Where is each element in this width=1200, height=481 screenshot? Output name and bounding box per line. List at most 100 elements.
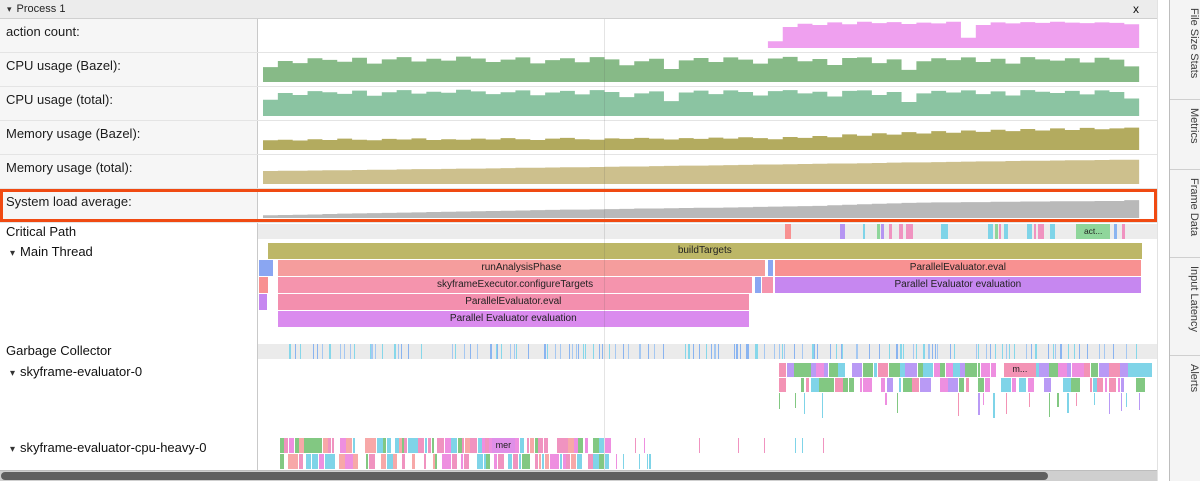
trace-event[interactable] (842, 344, 844, 359)
trace-event[interactable] (1118, 378, 1121, 392)
trace-event[interactable] (998, 224, 1002, 239)
trace-event[interactable] (294, 344, 297, 359)
trace-event[interactable] (340, 438, 346, 453)
process-header[interactable]: ▾ Process 1 x (0, 0, 1157, 19)
trace-event[interactable] (1005, 393, 1007, 414)
flame-row[interactable]: runAnalysisPhase ParallelEvaluator.eval (258, 260, 1157, 276)
trace-event[interactable] (1103, 344, 1106, 359)
trace-event[interactable] (259, 260, 273, 276)
trace-event[interactable] (462, 438, 465, 453)
trace-event[interactable] (794, 344, 796, 359)
trace-event[interactable] (441, 438, 444, 453)
tab-file-size-stats[interactable]: File Size Stats (1170, 0, 1200, 100)
trace-event[interactable] (862, 363, 874, 377)
flame-row[interactable]: Parallel Evaluator evaluation (258, 311, 1157, 327)
trace-event[interactable] (929, 344, 931, 359)
trace-event[interactable] (322, 344, 324, 359)
trace-event[interactable] (623, 454, 625, 469)
trace-event[interactable] (382, 344, 384, 359)
trace-event[interactable] (544, 344, 546, 359)
trace-event[interactable] (1143, 363, 1152, 377)
trace-event[interactable] (1049, 363, 1059, 377)
trace-event[interactable] (755, 344, 757, 359)
trace-event[interactable] (470, 344, 472, 359)
trace-event[interactable] (940, 224, 948, 239)
trace-event[interactable] (784, 344, 786, 359)
trace-event[interactable] (457, 438, 463, 453)
trace-event[interactable] (1109, 363, 1120, 377)
trace-event[interactable] (497, 344, 499, 359)
trace-event[interactable] (577, 344, 580, 359)
trace-event[interactable] (878, 344, 881, 359)
trace-event[interactable] (897, 393, 899, 413)
trace-event[interactable] (801, 363, 811, 377)
trace-event[interactable] (733, 344, 735, 359)
trace-event[interactable] (568, 438, 574, 453)
trace-event[interactable] (985, 344, 987, 359)
trace-event[interactable] (303, 438, 310, 453)
trace-event[interactable] (1067, 393, 1069, 414)
trace-event[interactable] (739, 344, 741, 359)
trace-event[interactable] (1001, 378, 1012, 392)
trace-event[interactable] (1029, 393, 1031, 407)
trace-event[interactable] (764, 438, 766, 453)
flame-row[interactable]: ParallelEvaluator.eval (258, 294, 1157, 310)
trace-event[interactable] (1027, 224, 1033, 239)
horizontal-scrollbar[interactable] (0, 470, 1157, 481)
trace-event[interactable] (906, 224, 913, 239)
trace-event[interactable] (920, 378, 925, 392)
thread-header[interactable]: ▾ skyframe-evaluator-cpu-heavy-0 (0, 436, 258, 470)
trace-event[interactable] (985, 378, 990, 392)
trace-event[interactable] (1074, 344, 1076, 359)
trace-event[interactable] (995, 224, 999, 239)
trace-event[interactable] (345, 438, 352, 453)
trace-event[interactable] (599, 438, 605, 453)
trace-event[interactable] (1026, 344, 1028, 359)
trace-event[interactable] (698, 344, 700, 359)
trace-event[interactable]: mer (491, 438, 516, 453)
trace-event[interactable] (1027, 378, 1034, 392)
trace-event[interactable] (830, 344, 832, 359)
trace-event[interactable] (312, 454, 318, 469)
trace-event[interactable] (329, 344, 331, 359)
trace-event[interactable] (387, 454, 394, 469)
trace-event[interactable] (369, 454, 375, 469)
trace-event[interactable] (279, 454, 284, 469)
thread-header[interactable]: ▾ skyframe-evaluator-0 (0, 360, 258, 436)
trace-event[interactable] (959, 378, 965, 392)
trace-event[interactable] (948, 378, 958, 392)
trace-event[interactable] (604, 438, 611, 453)
trace-event[interactable] (374, 344, 376, 359)
trace-event[interactable] (332, 438, 334, 453)
trace-event[interactable] (824, 363, 828, 377)
counter-chart[interactable] (258, 53, 1157, 86)
trace-event[interactable] (489, 438, 494, 453)
trace-event[interactable] (1035, 344, 1037, 359)
trace-event[interactable] (1121, 378, 1124, 392)
trace-event[interactable] (1089, 378, 1093, 392)
flame-row[interactable] (258, 378, 1157, 392)
trace-event[interactable] (1125, 393, 1128, 407)
trace-event[interactable] (965, 363, 978, 377)
trace-event[interactable] (863, 378, 872, 392)
trace-event[interactable] (859, 378, 863, 392)
flame-row[interactable]: m... (258, 363, 1157, 377)
trace-event[interactable] (370, 438, 377, 453)
trace-event[interactable] (976, 344, 978, 359)
trace-event[interactable] (592, 438, 599, 453)
trace-event[interactable] (593, 454, 600, 469)
trace-event[interactable] (541, 454, 545, 469)
trace-event[interactable] (338, 454, 345, 469)
trace-event[interactable] (461, 454, 463, 469)
trace-event[interactable] (993, 393, 995, 418)
trace-event[interactable] (747, 344, 749, 359)
trace-event[interactable] (563, 454, 566, 469)
trace-event[interactable] (856, 344, 858, 359)
trace-event[interactable] (692, 344, 695, 359)
counter-chart[interactable] (258, 87, 1157, 120)
trace-event[interactable] (584, 344, 587, 359)
trace-event[interactable] (1014, 344, 1016, 359)
flame-row[interactable]: mer (258, 438, 1157, 453)
trace-event[interactable] (343, 344, 345, 359)
trace-event[interactable] (306, 454, 312, 469)
